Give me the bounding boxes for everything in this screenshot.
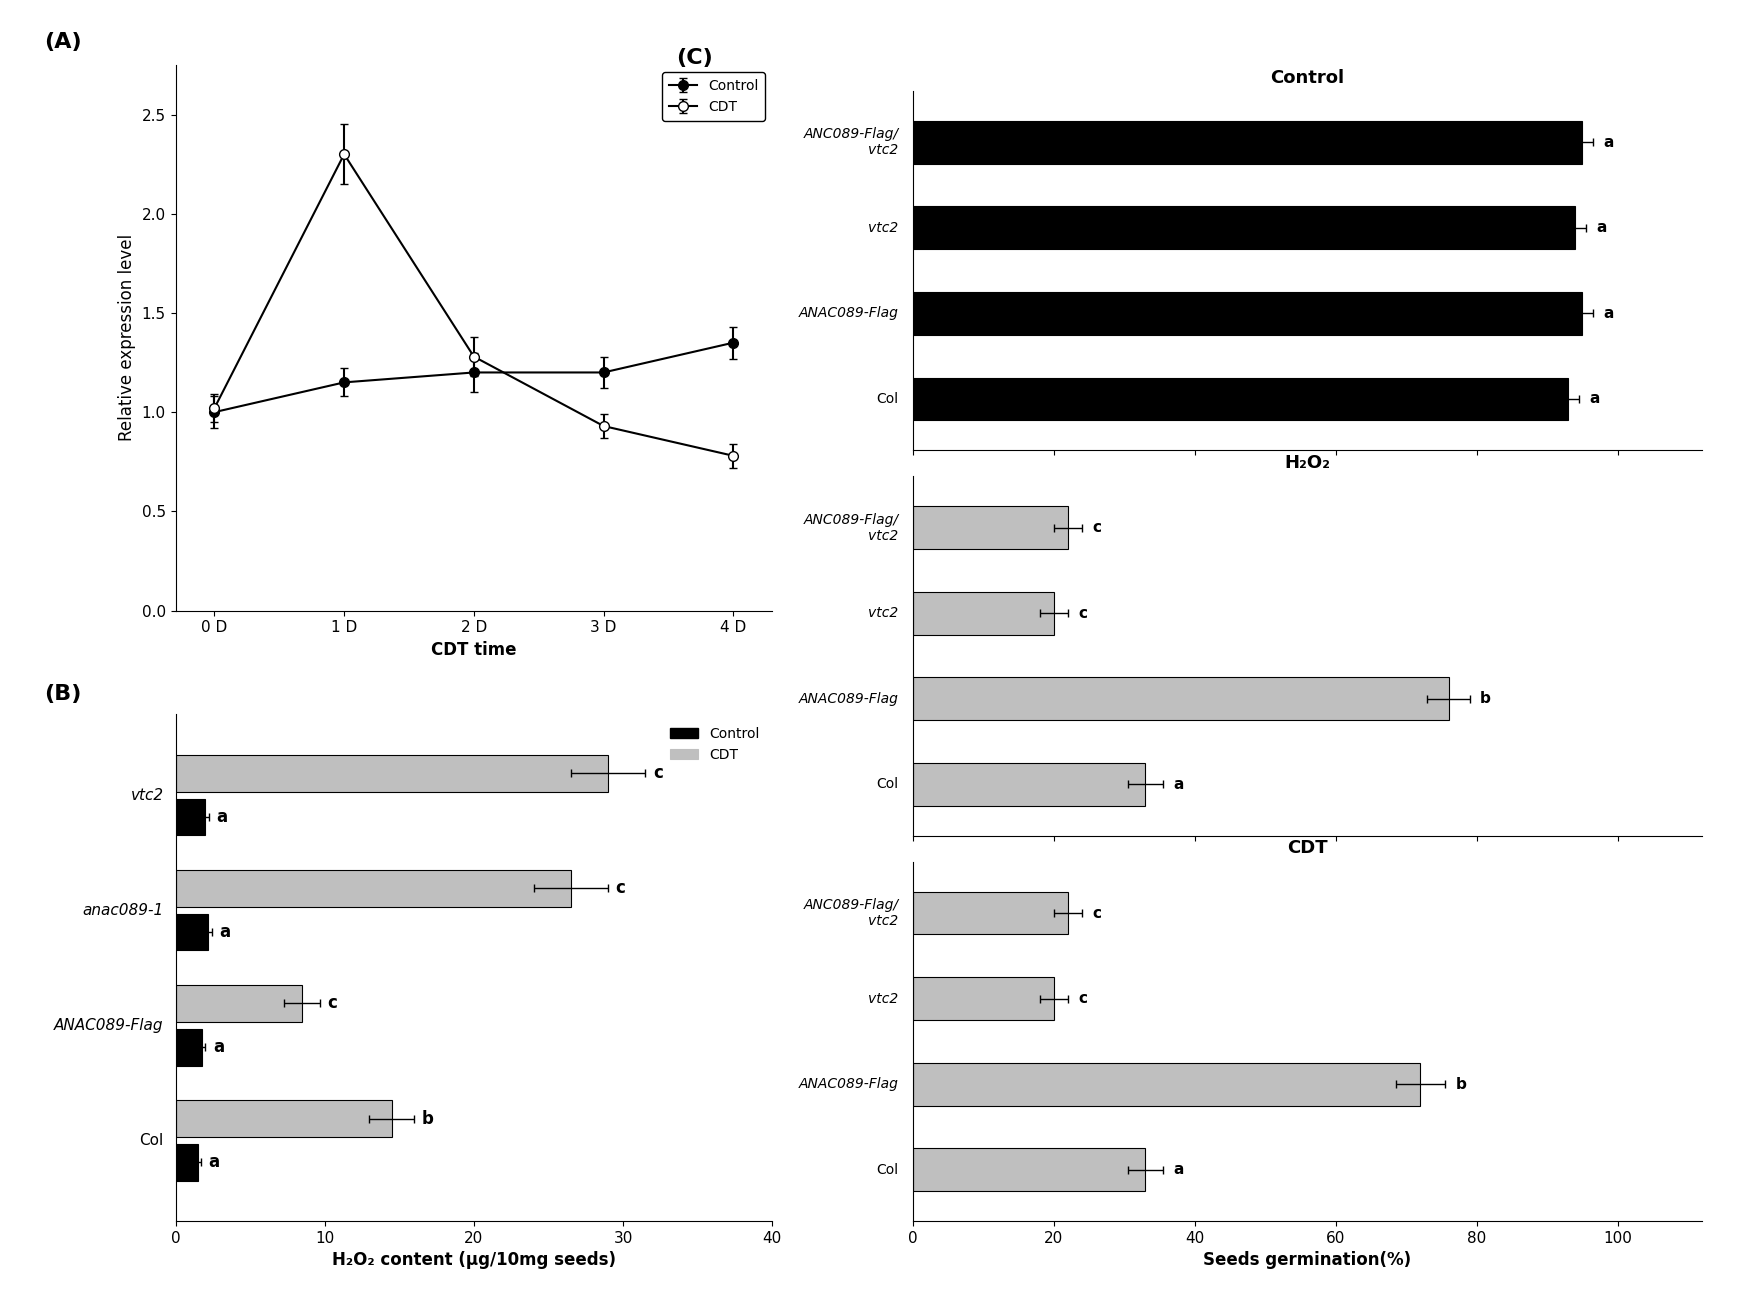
Text: a: a xyxy=(1604,305,1615,321)
Text: a: a xyxy=(212,1038,225,1056)
Bar xyxy=(176,1100,391,1137)
Text: vtc2: vtc2 xyxy=(869,221,899,235)
Text: ANAC089-Flag: ANAC089-Flag xyxy=(799,1077,899,1091)
Text: ANC089-Flag/
vtc2: ANC089-Flag/ vtc2 xyxy=(804,513,899,543)
Text: c: c xyxy=(653,764,663,782)
Text: (A): (A) xyxy=(44,32,82,52)
Bar xyxy=(176,913,209,951)
X-axis label: Seeds germination(%): Seeds germination(%) xyxy=(1204,1251,1411,1269)
Legend: Control, CDT: Control, CDT xyxy=(662,71,765,121)
Text: b: b xyxy=(1479,691,1492,707)
Bar xyxy=(913,1148,1146,1191)
Text: vtc2: vtc2 xyxy=(130,787,163,803)
Text: a: a xyxy=(1174,1163,1185,1177)
Text: a: a xyxy=(216,808,228,826)
Bar xyxy=(913,677,1448,720)
Text: anac089-1: anac089-1 xyxy=(82,903,163,917)
Title: H₂O₂: H₂O₂ xyxy=(1285,453,1330,472)
Title: Control: Control xyxy=(1271,69,1344,87)
Bar xyxy=(913,292,1583,335)
Text: ANC089-Flag/
vtc2: ANC089-Flag/ vtc2 xyxy=(804,127,899,157)
Bar xyxy=(913,207,1576,249)
Bar xyxy=(913,592,1053,635)
Bar xyxy=(913,507,1067,549)
Text: a: a xyxy=(209,1154,219,1172)
Bar xyxy=(913,121,1583,164)
Text: Col: Col xyxy=(139,1133,163,1148)
X-axis label: H₂O₂ content (μg/10mg seeds): H₂O₂ content (μg/10mg seeds) xyxy=(332,1251,616,1269)
Y-axis label: Relative expression level: Relative expression level xyxy=(118,234,137,442)
Text: Col: Col xyxy=(876,777,899,791)
Text: Col: Col xyxy=(876,392,899,407)
Title: CDT: CDT xyxy=(1286,839,1329,857)
Text: a: a xyxy=(1590,391,1601,407)
Text: ANAC089-Flag: ANAC089-Flag xyxy=(799,307,899,321)
Text: a: a xyxy=(1174,777,1185,792)
X-axis label: CDT time: CDT time xyxy=(432,640,516,659)
Text: ANAC089-Flag: ANAC089-Flag xyxy=(799,692,899,705)
Text: a: a xyxy=(1604,135,1615,149)
Bar xyxy=(913,378,1569,421)
Bar xyxy=(176,755,607,791)
Bar xyxy=(913,1063,1420,1105)
Text: vtc2: vtc2 xyxy=(869,607,899,620)
Legend: Control, CDT: Control, CDT xyxy=(665,721,765,768)
Text: c: c xyxy=(1078,605,1088,621)
Text: b: b xyxy=(1455,1077,1467,1091)
Text: c: c xyxy=(616,879,625,898)
Bar xyxy=(176,870,570,907)
Text: c: c xyxy=(328,995,337,1012)
Text: (B): (B) xyxy=(44,685,81,704)
Bar xyxy=(176,1029,202,1065)
Text: ANAC089-Flag: ANAC089-Flag xyxy=(54,1018,163,1033)
Text: c: c xyxy=(1092,520,1102,535)
Text: (C): (C) xyxy=(676,48,713,68)
Text: ANC089-Flag/
vtc2: ANC089-Flag/ vtc2 xyxy=(804,898,899,927)
Bar xyxy=(913,977,1053,1020)
Bar xyxy=(913,891,1067,934)
Text: a: a xyxy=(219,924,230,940)
Text: a: a xyxy=(1597,221,1608,235)
Text: c: c xyxy=(1092,905,1102,921)
Bar xyxy=(176,1144,198,1181)
Text: b: b xyxy=(421,1109,433,1128)
Bar xyxy=(176,799,205,835)
Text: Col: Col xyxy=(876,1163,899,1177)
Bar xyxy=(176,985,302,1022)
Text: c: c xyxy=(1078,991,1088,1007)
Bar xyxy=(913,763,1146,805)
Text: vtc2: vtc2 xyxy=(869,991,899,1005)
